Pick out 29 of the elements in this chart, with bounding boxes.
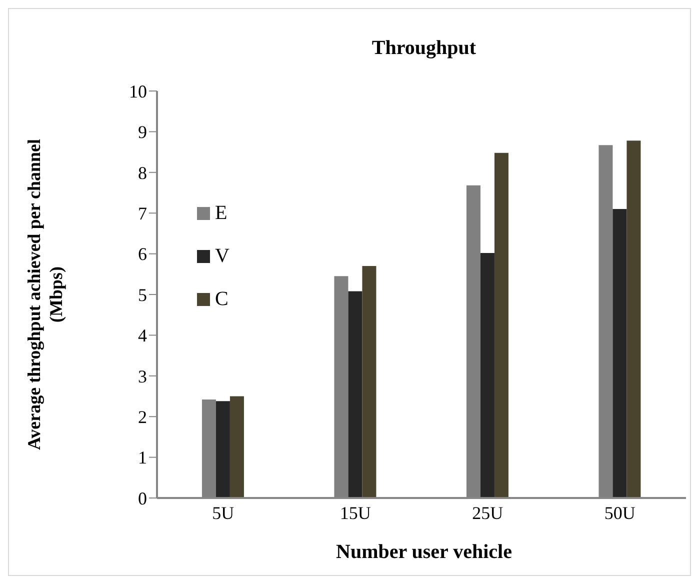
y-tick-label: 1	[138, 448, 147, 468]
y-tick-label: 5	[138, 284, 147, 305]
y-tick-label: 9	[138, 122, 147, 142]
x-tick-label: 25U	[472, 502, 504, 523]
y-tick-label: 3	[138, 366, 147, 386]
y-tick-label: 8	[138, 162, 147, 183]
bar	[494, 152, 508, 498]
bar	[626, 140, 641, 498]
legend-label: C	[215, 288, 228, 311]
bar	[480, 252, 494, 498]
legend-label: E	[215, 202, 228, 225]
y-tick-label: 2	[138, 406, 147, 427]
chart-title: Throughput	[370, 37, 478, 60]
bar	[362, 266, 376, 498]
bar	[230, 396, 244, 498]
y-tick-label: 10	[129, 81, 147, 102]
bar	[348, 291, 362, 498]
y-axis-title: Average throghput achieved per channel (Mbps)	[24, 139, 66, 450]
y-tick-label: 6	[138, 244, 147, 264]
y-tick-label: 4	[138, 326, 147, 346]
legend-label: V	[215, 245, 230, 268]
bar	[612, 209, 627, 498]
bar	[216, 401, 230, 498]
y-tick-label: 7	[138, 203, 147, 224]
y-tick-label: 0	[138, 488, 147, 508]
x-tick-label: 50U	[604, 502, 636, 523]
x-tick-label: 15U	[340, 502, 371, 523]
x-tick-label: 5U	[212, 502, 234, 523]
x-axis-title: Number user vehicle	[335, 541, 513, 564]
